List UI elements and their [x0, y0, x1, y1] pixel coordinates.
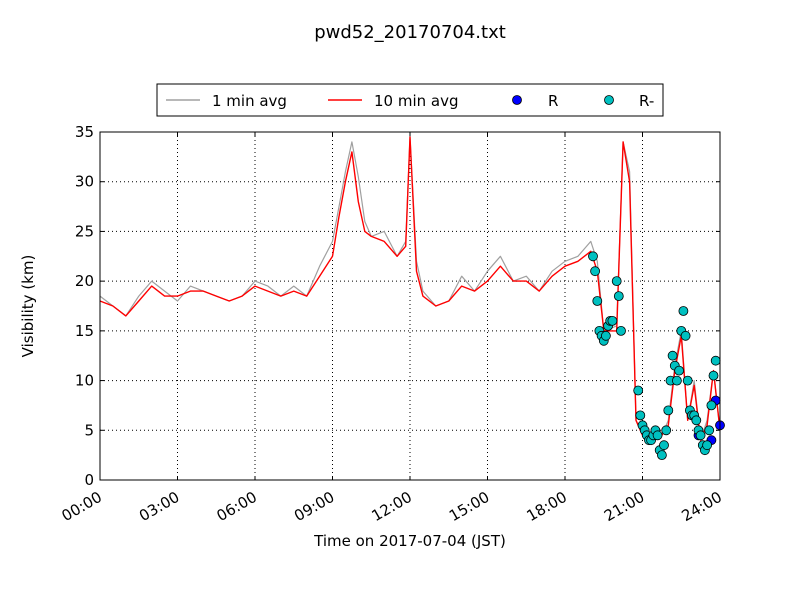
data-point-r-minus: [704, 425, 715, 436]
data-point-r-minus: [635, 410, 646, 421]
data-point-r-minus: [667, 350, 678, 361]
y-tick-label: 30: [75, 173, 94, 191]
x-tick-label: 15:00: [446, 488, 492, 525]
series-layer: [99, 136, 725, 461]
data-point-r-minus: [588, 251, 598, 262]
y-tick-label: 35: [75, 123, 94, 141]
y-tick-label: 20: [75, 272, 94, 290]
data-point-r-minus: [661, 425, 672, 436]
x-tick-label: 06:00: [214, 488, 260, 525]
data-point-r-minus: [691, 415, 702, 426]
tick-labels: 00:00 03:00 06:00 09:00 12:00 15:00 18:00 21:00…: [59, 123, 725, 525]
data-point-r-minus: [706, 400, 717, 411]
x-axis-label: Time on 2017-07-04 (JST): [313, 532, 506, 550]
data-point-r-minus: [657, 450, 667, 461]
grid: [100, 132, 720, 480]
data-point-r-minus: [682, 375, 693, 386]
legend-label-r: R: [548, 92, 558, 110]
legend-swatch-r-minus: [604, 95, 614, 105]
x-tick-label: 09:00: [291, 488, 337, 525]
chart-title: pwd52_20170704.txt: [314, 22, 506, 43]
data-point-r-minus: [607, 315, 618, 326]
legend-frame: [156, 83, 664, 117]
y-tick-label: 0: [84, 471, 94, 489]
data-point-r-minus: [672, 375, 682, 386]
y-axis-label: Visibility (km): [19, 255, 37, 358]
data-point-r-minus: [695, 430, 706, 441]
x-tick-label: 18:00: [524, 488, 570, 525]
legend: 1 min avg 10 min avg R R-: [156, 83, 664, 117]
data-point-r-minus: [601, 330, 611, 341]
data-point-r-minus: [702, 440, 712, 451]
x-tick-label: 12:00: [369, 488, 415, 525]
data-point-r-minus: [652, 430, 663, 441]
ticks: [99, 131, 721, 481]
data-point-r-minus: [613, 291, 624, 302]
y-tick-label: 10: [75, 372, 94, 390]
data-point-r-minus: [633, 385, 644, 396]
x-tick-label: 00:00: [59, 488, 105, 525]
data-point-r-minus: [663, 405, 674, 416]
legend-label-1-min-avg: 1 min avg: [212, 92, 287, 110]
x-tick-label: 21:00: [601, 488, 647, 525]
y-tick-label: 15: [75, 322, 94, 340]
data-point-r-minus: [678, 306, 689, 316]
data-point-r-minus: [616, 325, 626, 336]
y-tick-label: 5: [84, 421, 94, 439]
data-point-r-minus: [710, 355, 721, 366]
x-tick-label: 24:00: [679, 488, 725, 525]
y-tick-label: 25: [75, 222, 94, 240]
data-point-r-minus: [708, 370, 719, 381]
data-point-r-minus: [659, 440, 669, 451]
legend-label-10-min-avg: 10 min avg: [374, 92, 459, 110]
legend-swatch-r: [512, 95, 522, 105]
series-r-minus: [588, 251, 721, 461]
data-point-r-minus: [674, 365, 684, 376]
data-point-r-minus: [590, 266, 600, 277]
legend-label-r-minus: R-: [639, 92, 654, 110]
x-tick-label: 03:00: [136, 488, 182, 525]
data-point-r-minus: [611, 276, 622, 287]
data-point-r-minus: [680, 330, 691, 341]
data-point-r-minus: [592, 296, 603, 306]
